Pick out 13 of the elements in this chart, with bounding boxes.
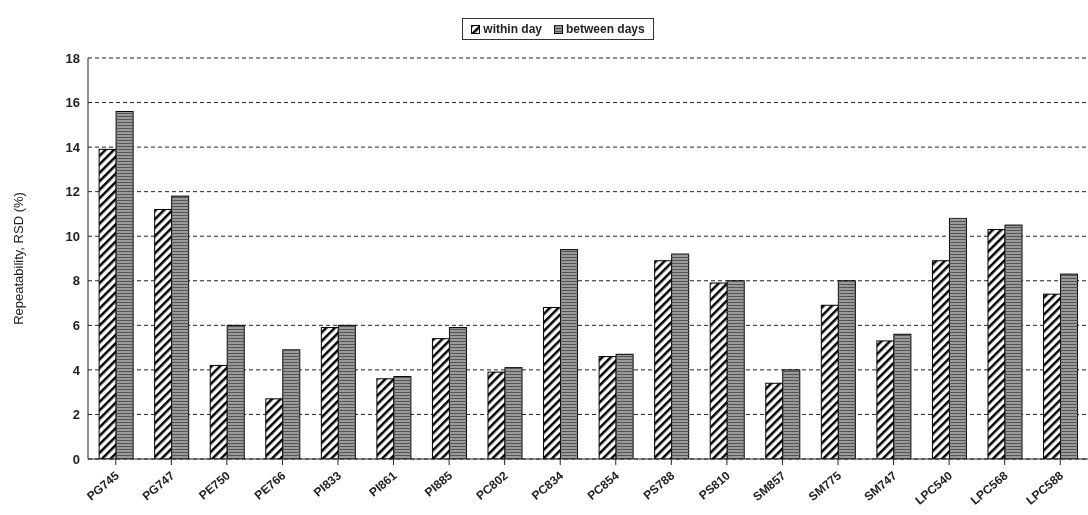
y-tick-label: 2	[72, 407, 80, 423]
legend-label: between days	[565, 22, 645, 36]
y-tick-label: 14	[65, 139, 81, 155]
y-tick-label: 18	[65, 50, 80, 66]
y-tick-label: 12	[65, 184, 80, 200]
y-tick-label: 8	[72, 273, 80, 289]
y-axis-title: Repeatability, RSD (%)	[10, 192, 26, 325]
y-tick-label: 10	[65, 228, 80, 244]
legend-label: within day	[482, 22, 542, 36]
y-tick-label: 16	[65, 95, 80, 111]
y-tick-label: 0	[72, 451, 80, 467]
y-tick-label: 4	[72, 362, 81, 378]
y-tick-label: 6	[72, 317, 80, 333]
